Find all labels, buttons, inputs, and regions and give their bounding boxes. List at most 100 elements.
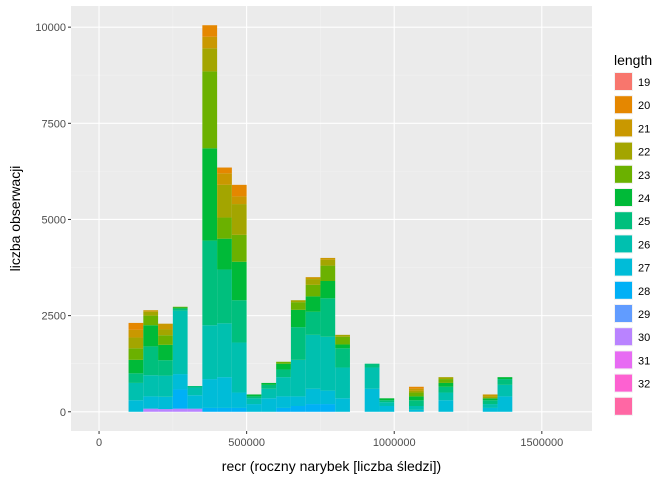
bar-segment-length-26 <box>320 336 336 391</box>
legend-label: 26 <box>638 239 650 251</box>
bar-segment-length-27 <box>202 379 218 408</box>
bar-segment-length-25 <box>143 346 159 376</box>
bar-segment-length-27 <box>364 388 380 412</box>
bar-segment-length-23 <box>217 217 232 239</box>
legend-swatch <box>615 119 632 137</box>
bar-segment-length-28 <box>305 404 321 412</box>
bar-segment-length-27 <box>438 400 454 412</box>
legend-swatch <box>615 258 632 276</box>
bar-segment-length-25 <box>497 379 513 385</box>
bar-segment-length-24 <box>217 238 232 270</box>
bar-segment-length-28 <box>320 404 336 412</box>
bar-segment-length-24 <box>305 296 321 312</box>
bar-segment-length-22 <box>158 329 173 336</box>
bar-segment-length-20 <box>231 184 247 197</box>
legend-label: 31 <box>638 355 650 367</box>
y-tick-label: 10000 <box>35 22 66 34</box>
bar-segment-length-26 <box>408 406 424 410</box>
bar-segment-length-23 <box>320 265 336 281</box>
bar-segment-length-22 <box>290 300 306 303</box>
bar-segment-length-21 <box>305 277 321 280</box>
bar-segment-length-24 <box>276 363 291 370</box>
bar-segment-length-26 <box>482 404 498 408</box>
bar-segment-length-25 <box>158 360 173 376</box>
legend-swatch <box>615 351 632 369</box>
bar-segment-length-28 <box>290 406 306 412</box>
legend-swatch <box>615 235 632 253</box>
bar-segment-length-21 <box>320 257 336 260</box>
bar-segment-length-23 <box>335 336 350 345</box>
bar-segment-length-25 <box>290 327 306 360</box>
bar-segment-length-27 <box>231 392 247 408</box>
bar-segment-length-22 <box>335 334 350 337</box>
bar-segment-length-24 <box>143 325 159 347</box>
bar-segment-length-30 <box>143 408 159 412</box>
bar-segment-length-28 <box>172 389 188 409</box>
bar-segment-length-26 <box>128 382 144 401</box>
y-tick-label: 2500 <box>42 311 66 323</box>
bar-segment-length-23 <box>438 379 454 383</box>
bars <box>128 25 513 412</box>
bar-segment-length-20 <box>408 386 424 389</box>
legend: length 19 20 21 22 23 24 25 26 27 28 29 30 31 32 <box>614 52 652 416</box>
bar-segment-length-25 <box>261 384 277 389</box>
y-tick-label: 0 <box>60 407 66 419</box>
legend-label: 32 <box>638 379 650 391</box>
bar-segment-length-27 <box>143 396 159 409</box>
bar-segment-length-27 <box>335 398 350 412</box>
bar-segment-length-26 <box>217 323 232 378</box>
legend-swatch <box>615 165 632 183</box>
bar-segment-length-22 <box>231 204 247 235</box>
bar-segment-length-20 <box>217 167 232 174</box>
bar-segment-length-30 <box>158 409 173 412</box>
bar-segment-length-23 <box>143 315 159 326</box>
bar-segment-length-26 <box>497 384 513 397</box>
bar-segment-length-25 <box>379 400 395 403</box>
bar-segment-length-21 <box>128 329 144 338</box>
bar-segment-length-23 <box>408 392 424 397</box>
bar-segment-length-26 <box>172 310 188 375</box>
x-tick-label: 1000000 <box>373 437 416 449</box>
bar-segment-length-23 <box>231 234 247 262</box>
bar-segment-length-27 <box>290 396 306 406</box>
bar-segment-length-24 <box>172 307 188 309</box>
legend-label: 24 <box>638 193 650 205</box>
y-axis-title: liczba obserwacji <box>7 166 23 272</box>
bar-segment-length-26 <box>438 392 454 401</box>
x-tick-label: 500000 <box>228 437 265 449</box>
bar-segment-length-28 <box>202 407 218 412</box>
bar-segment-length-25 <box>276 369 291 378</box>
legend-label: 30 <box>638 332 650 344</box>
bar-segment-length-24 <box>482 398 498 401</box>
bar-segment-length-26 <box>335 367 350 399</box>
bar-segment-length-26 <box>290 359 306 397</box>
bar-segment-length-27 <box>187 395 203 409</box>
bar-segment-length-20 <box>128 322 144 330</box>
legend-swatch <box>615 96 632 114</box>
legend-label: 20 <box>638 100 650 112</box>
legend-swatch <box>615 73 632 90</box>
bar-segment-length-27 <box>172 374 188 390</box>
x-tick-label: 1500000 <box>520 437 563 449</box>
bar-segment-length-24 <box>408 396 424 401</box>
bar-segment-length-27 <box>379 406 395 412</box>
bar-segment-length-26 <box>158 375 173 397</box>
bar-segment-length-24 <box>320 281 336 299</box>
bar-segment-length-25 <box>364 363 380 368</box>
bar-segment-length-25 <box>202 240 218 326</box>
bar-segment-length-22 <box>408 390 424 393</box>
bar-segment-length-25 <box>482 400 498 405</box>
legend-label: 19 <box>638 77 650 89</box>
legend-swatch <box>615 189 632 206</box>
legend-swatch <box>615 397 632 415</box>
bar-segment-length-26 <box>187 387 203 396</box>
bar-segment-length-28 <box>217 407 232 412</box>
bar-segment-length-20 <box>202 25 218 37</box>
bar-segment-length-27 <box>261 398 277 412</box>
x-tick-label: 0 <box>96 437 102 449</box>
bar-segment-length-26 <box>261 388 277 399</box>
legend-label: 23 <box>638 170 650 182</box>
y-axis: 0 2500 5000 7500 10000 <box>35 22 71 419</box>
bar-segment-length-25 <box>438 386 454 393</box>
bar-segment-length-23 <box>290 302 306 310</box>
